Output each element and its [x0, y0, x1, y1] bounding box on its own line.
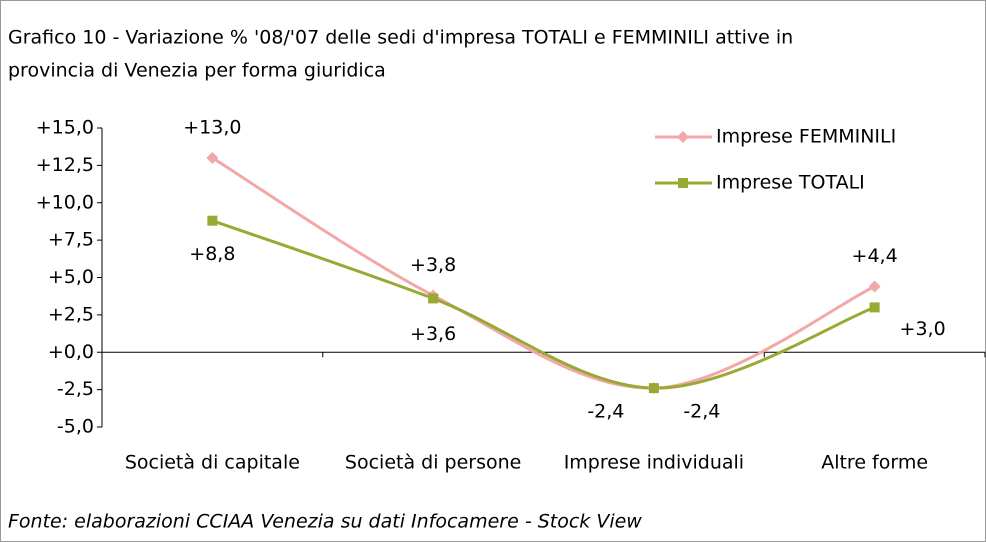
series-line: [211, 219, 876, 390]
data-label: -2,4: [683, 401, 720, 423]
y-tick-label: +12,5: [36, 154, 94, 176]
x-tick-label: Imprese individuali: [564, 452, 744, 474]
y-tick-label: +0,0: [48, 341, 94, 363]
point-marker: [868, 280, 881, 293]
data-label: -2,4: [587, 401, 624, 423]
data-label: +13,0: [183, 116, 241, 138]
data-label: +3,6: [410, 323, 456, 345]
data-label: +3,8: [410, 254, 456, 276]
chart-subtitle: provincia di Venezia per forma giuridica: [8, 60, 386, 82]
y-tick-label: +10,0: [36, 191, 94, 213]
point-marker: [648, 383, 659, 394]
x-tick-label: Società di persone: [345, 452, 521, 474]
y-tick-label: +7,5: [48, 229, 94, 251]
y-tick-label: -5,0: [57, 416, 94, 438]
y-tick-label: +2,5: [48, 303, 94, 325]
y-tick-label: -2,5: [57, 378, 94, 400]
x-tick-label: Società di capitale: [125, 452, 300, 474]
y-tick-label: +15,0: [36, 117, 94, 139]
legend-marker: [678, 178, 688, 188]
source-note: Fonte: elaborazioni CCIAA Venezia su dat…: [8, 511, 642, 533]
point-marker: [207, 215, 218, 226]
point-marker: [869, 302, 880, 313]
y-tick-label: +5,0: [48, 266, 94, 288]
legend-label: Imprese FEMMINILI: [716, 126, 896, 148]
point-marker: [428, 293, 439, 304]
chart-title: Grafico 10 - Variazione % '08/'07 delle …: [8, 27, 793, 49]
point-marker: [206, 151, 219, 164]
legend-marker: [677, 131, 689, 143]
data-label: +4,4: [852, 245, 898, 267]
data-label: +3,0: [900, 318, 946, 340]
series-line: [211, 156, 876, 390]
x-tick-label: Altre forme: [821, 452, 928, 474]
data-label: +8,8: [189, 243, 235, 265]
legend-label: Imprese TOTALI: [716, 172, 865, 194]
